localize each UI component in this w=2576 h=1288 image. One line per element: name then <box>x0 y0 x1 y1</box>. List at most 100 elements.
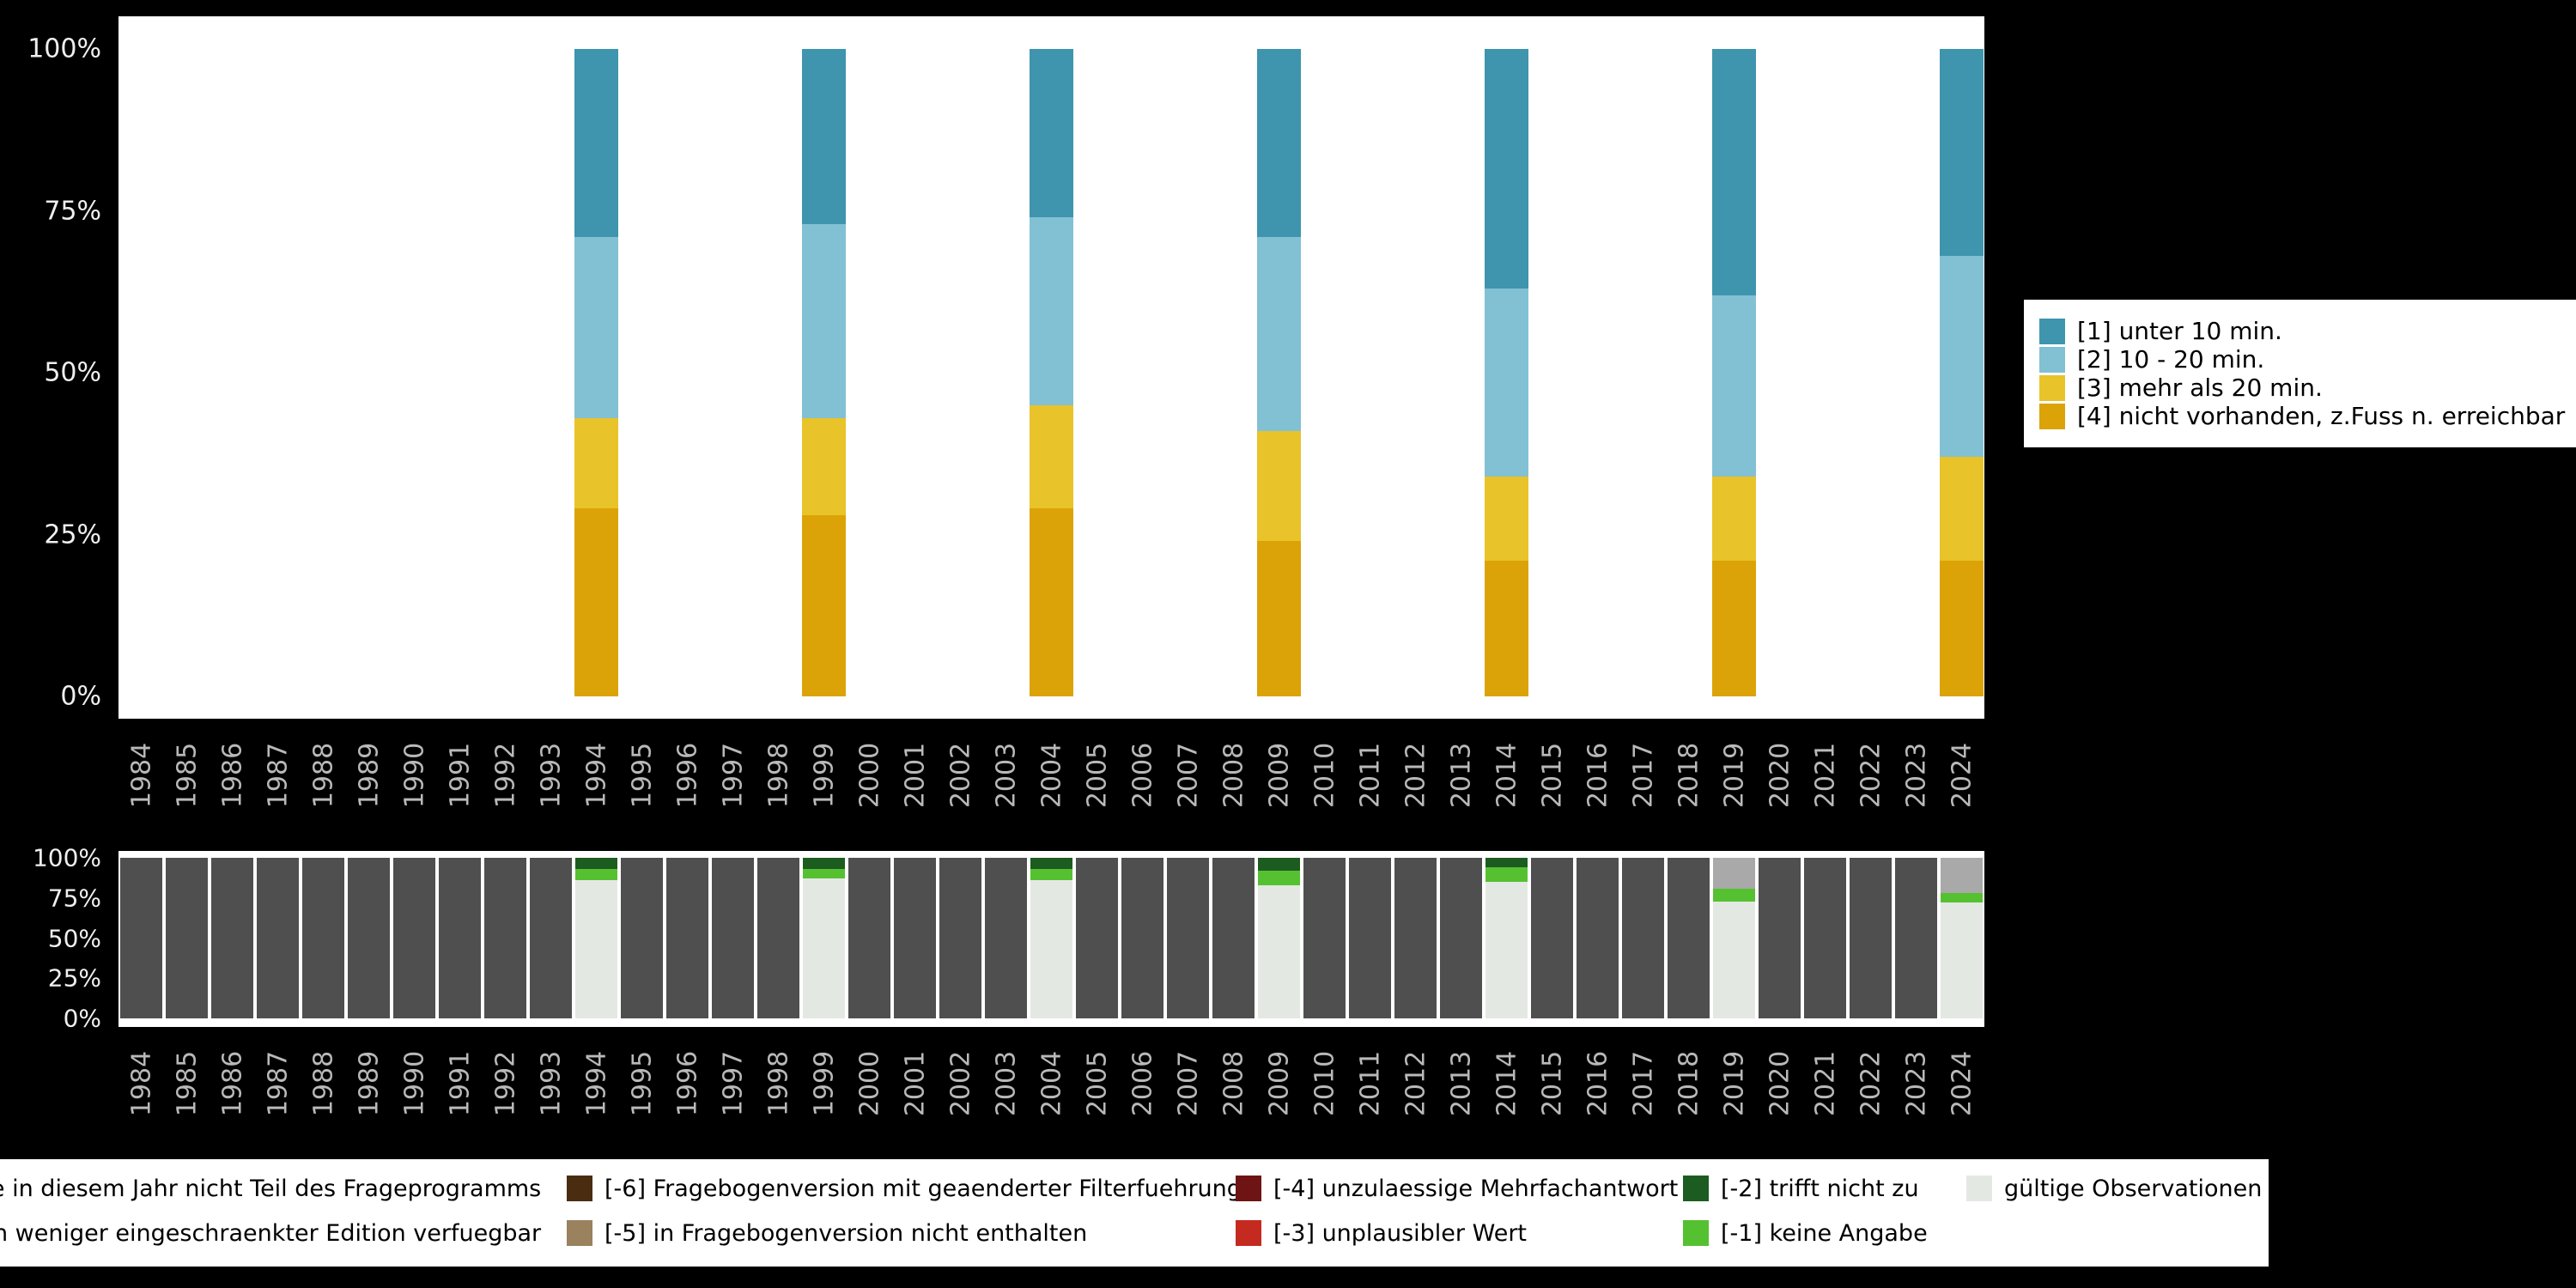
bar-stack-2021 <box>1804 858 1846 1018</box>
bar-segment <box>1712 49 1756 295</box>
bar-stack-1991 <box>439 858 481 1018</box>
bar-segment <box>712 858 754 1018</box>
bar-column-2012 <box>1393 49 1438 696</box>
legend-label: [4] nicht vorhanden, z.Fuss n. erreichba… <box>2077 402 2566 430</box>
x-tick-text: 2021 <box>1810 1050 1840 1116</box>
bar-segment <box>1030 880 1072 1018</box>
legend-entry: [-6] Fragebogenversion mit geaenderter F… <box>567 1166 1242 1211</box>
x-tick-text: 2008 <box>1218 742 1249 808</box>
x-tick-text: 1986 <box>217 1050 247 1116</box>
x-tick-2009: 2009 <box>1256 726 1302 824</box>
bar-segment <box>802 514 846 696</box>
bar-column-2010 <box>1302 858 1347 1018</box>
bar-column-2005 <box>1074 49 1120 696</box>
bar-segment <box>1941 902 1983 1018</box>
bar-segment <box>1076 858 1118 1018</box>
x-tick-text: 2006 <box>1127 742 1157 808</box>
x-tick-2022: 2022 <box>1848 1034 1893 1133</box>
x-tick-2020: 2020 <box>1757 1034 1802 1133</box>
legend-entry: [2] 10 - 20 min. <box>2039 345 2576 374</box>
bar-segment <box>1349 858 1391 1018</box>
bar-stack-2003 <box>984 49 1027 696</box>
x-tick-text: 2000 <box>854 742 884 808</box>
x-tick-2013: 2013 <box>1438 726 1484 824</box>
x-tick-text: 2016 <box>1583 1050 1613 1116</box>
bar-column-1985 <box>164 49 210 696</box>
bar-stack-1996 <box>665 49 708 696</box>
bar-column-2009 <box>1256 858 1302 1018</box>
missing-chart-plot-area <box>118 851 1984 1027</box>
x-tick-2013: 2013 <box>1438 1034 1484 1133</box>
x-tick-text: 2014 <box>1492 1050 1522 1116</box>
x-tick-text: 2019 <box>1719 1050 1749 1116</box>
bar-segment <box>985 858 1027 1018</box>
missing-chart-y-axis: 100% 75% 50% 25% 0% <box>0 844 108 1033</box>
bar-stack-1985 <box>165 49 208 696</box>
bar-segment <box>1895 858 1937 1018</box>
bar-segment <box>1712 560 1756 696</box>
bar-segment <box>802 417 846 515</box>
x-tick-text: 2014 <box>1492 742 1522 808</box>
x-tick-text: 2020 <box>1765 742 1795 808</box>
legend-label: [-6] Fragebogenversion mit geaenderter F… <box>605 1175 1242 1202</box>
x-tick-text: 2010 <box>1309 742 1340 808</box>
x-tick-2012: 2012 <box>1393 1034 1438 1133</box>
bar-segment <box>803 858 845 870</box>
bar-segment <box>1804 858 1846 1018</box>
bar-column-1994 <box>574 858 619 1018</box>
bar-column-2024 <box>1939 49 1984 696</box>
bar-segment <box>348 858 390 1018</box>
bar-column-1990 <box>392 49 437 696</box>
bar-column-1992 <box>483 49 528 696</box>
bar-stack-2002 <box>939 858 981 1018</box>
legend-label: [-7] nur in weniger eingeschraenkter Edi… <box>0 1219 542 1247</box>
bar-segment <box>1712 476 1756 561</box>
main-chart-bars <box>118 49 1984 696</box>
x-tick-text: 2002 <box>945 1050 975 1116</box>
x-tick-text: 1993 <box>536 1050 566 1116</box>
x-tick-2020: 2020 <box>1757 726 1802 824</box>
bar-segment <box>803 869 845 879</box>
bar-stack-2009 <box>1257 49 1301 696</box>
bar-column-2015 <box>1529 49 1575 696</box>
bar-column-2003 <box>983 49 1029 696</box>
x-tick-2004: 2004 <box>1029 1034 1074 1133</box>
bar-stack-2015 <box>1531 858 1573 1018</box>
legend-label: [-1] keine Angabe <box>1721 1219 1928 1247</box>
x-tick-text: 2012 <box>1400 742 1431 808</box>
bar-stack-2002 <box>939 49 981 696</box>
x-tick-text: 2003 <box>991 742 1021 808</box>
bar-stack-1987 <box>257 858 299 1018</box>
x-tick-1994: 1994 <box>574 1034 619 1133</box>
x-tick-text: 2008 <box>1218 1050 1249 1116</box>
x-tick-2023: 2023 <box>1893 726 1939 824</box>
x-tick-2021: 2021 <box>1802 726 1848 824</box>
bar-column-2019 <box>1711 49 1757 696</box>
x-tick-2011: 2011 <box>1347 726 1393 824</box>
x-tick-text: 2012 <box>1400 1050 1431 1116</box>
bar-stack-2003 <box>985 858 1027 1018</box>
x-tick-text: 1984 <box>126 742 156 808</box>
bar-stack-1985 <box>166 858 208 1018</box>
x-tick-1985: 1985 <box>164 1034 210 1133</box>
y-tick-label: 0% <box>60 681 101 712</box>
bar-segment <box>1258 870 1300 885</box>
bar-stack-2014 <box>1485 858 1528 1018</box>
bar-segment <box>1850 858 1892 1018</box>
x-tick-1997: 1997 <box>710 1034 756 1133</box>
x-tick-1995: 1995 <box>619 726 665 824</box>
bar-stack-1995 <box>620 49 663 696</box>
bar-segment <box>302 858 344 1018</box>
bar-segment <box>1940 256 1984 458</box>
bar-stack-1996 <box>666 858 708 1018</box>
bar-segment <box>1257 236 1301 431</box>
bar-column-1999 <box>801 858 847 1018</box>
x-tick-1998: 1998 <box>756 726 801 824</box>
bar-segment <box>848 858 890 1018</box>
bar-column-2010 <box>1302 49 1347 696</box>
x-tick-text: 1993 <box>536 742 566 808</box>
bar-column-1988 <box>301 858 346 1018</box>
x-tick-2005: 2005 <box>1074 1034 1120 1133</box>
bar-column-2014 <box>1484 858 1529 1018</box>
